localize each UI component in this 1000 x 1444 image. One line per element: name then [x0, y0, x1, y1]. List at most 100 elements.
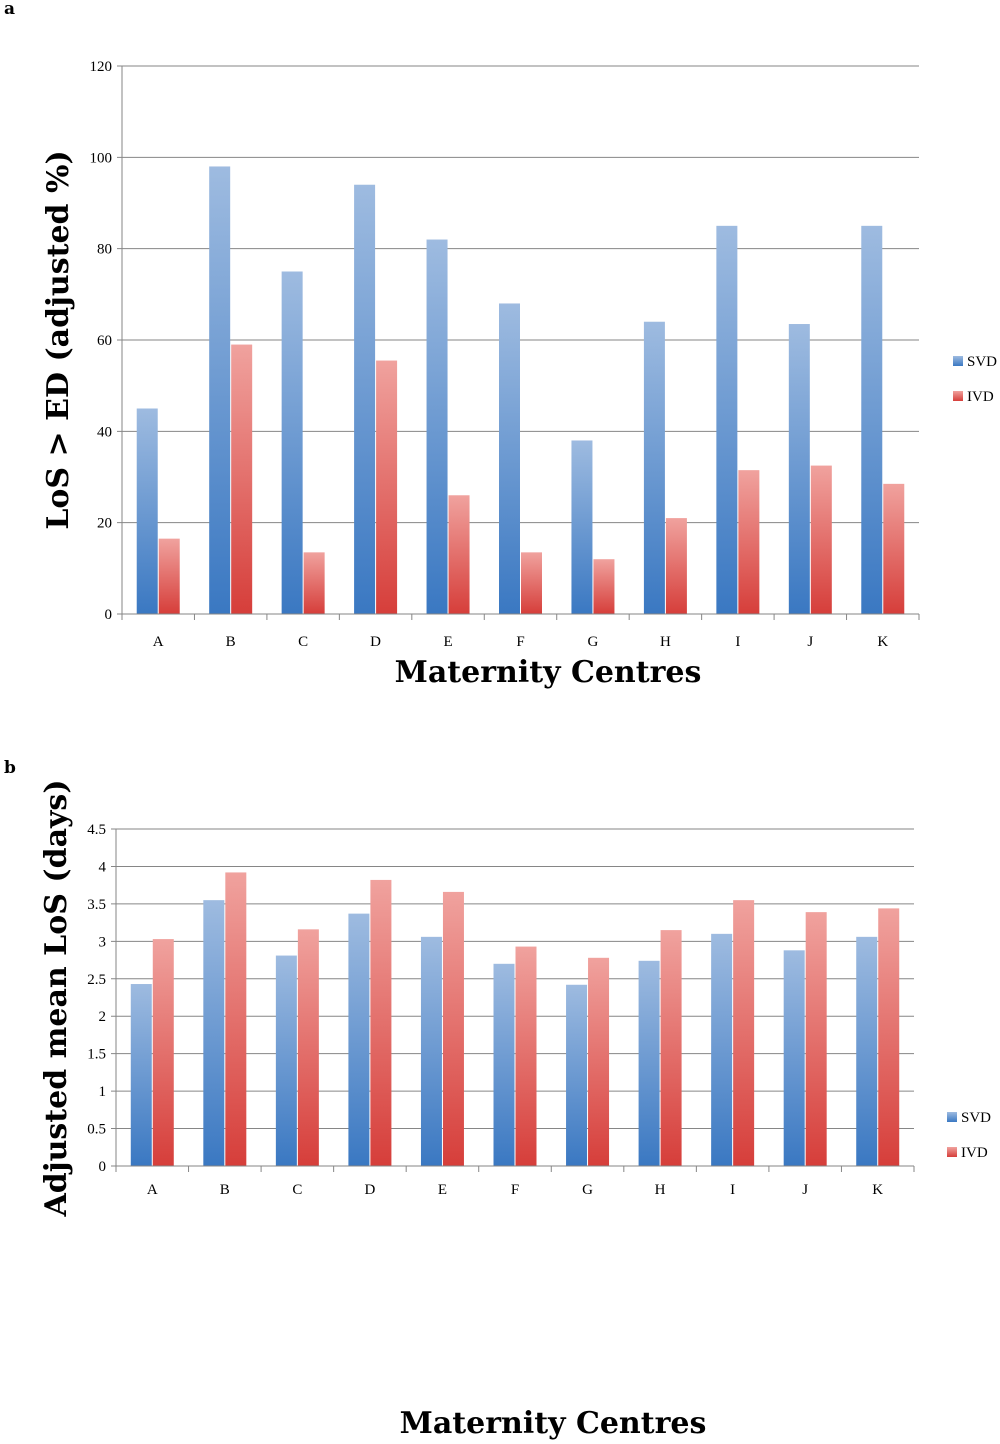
bar-ivd-C — [303, 552, 325, 614]
bar-svd-G — [571, 440, 593, 614]
x-tick-label: I — [730, 1182, 735, 1198]
legend: SVD IVD — [953, 354, 997, 405]
legend-label-svd: SVD — [967, 354, 997, 370]
bar-svd-J — [783, 950, 805, 1166]
y-tick-label: 100 — [90, 150, 113, 166]
bar-ivd-C — [297, 929, 319, 1166]
bar-ivd-A — [152, 939, 174, 1166]
legend: SVD IVD — [947, 1110, 991, 1161]
bar-ivd-B — [225, 872, 247, 1166]
bar-svd-D — [354, 184, 376, 614]
x-tick-label: H — [660, 634, 671, 650]
chart-b: b 0 0.5 1 1.5 2 2.5 3 3.5 4 4.5 A B C D E F G H I J K Maternit… — [4, 758, 991, 1441]
panel-label: a — [4, 0, 15, 19]
x-tick-label: C — [292, 1182, 302, 1198]
y-axis-title: LoS > ED (adjusted %) — [41, 150, 76, 529]
bar-ivd-F — [515, 946, 537, 1166]
y-tick-label: 120 — [90, 59, 113, 75]
x-tick-label: B — [220, 1182, 230, 1198]
bar-svd-E — [426, 239, 448, 615]
bar-ivd-K — [883, 483, 905, 614]
x-tick-label: F — [516, 634, 524, 650]
x-axis-title: Maternity Centres — [400, 1406, 707, 1441]
x-tick-label: K — [872, 1182, 883, 1198]
legend-swatch-ivd — [953, 391, 963, 401]
bar-ivd-K — [878, 908, 900, 1166]
y-tick-label: 40 — [97, 424, 112, 440]
y-tick-label: 80 — [97, 242, 112, 258]
x-tick-label: D — [370, 634, 381, 650]
bar-svd-E — [420, 936, 442, 1166]
bar-svd-K — [861, 225, 883, 615]
legend-label-ivd: IVD — [961, 1145, 988, 1161]
bar-svd-B — [209, 166, 231, 614]
bar-ivd-H — [660, 930, 682, 1166]
bar-svd-C — [275, 955, 297, 1166]
bar-ivd-G — [588, 957, 610, 1166]
y-tick-label: 0 — [105, 607, 113, 623]
bar-ivd-I — [738, 470, 760, 614]
legend-label-ivd: IVD — [967, 389, 994, 405]
bar-ivd-J — [805, 912, 827, 1166]
x-tick-label: B — [226, 634, 236, 650]
y-tick-label: 2.5 — [87, 972, 106, 988]
y-tick-label: 4.5 — [87, 822, 106, 838]
bar-ivd-D — [370, 879, 392, 1166]
bar-ivd-F — [521, 552, 542, 614]
bar-ivd-E — [442, 891, 464, 1166]
x-tick-label: F — [511, 1182, 519, 1198]
x-tick-label: D — [364, 1182, 375, 1198]
y-tick-label: 20 — [97, 516, 112, 532]
bar-svd-K — [856, 936, 878, 1166]
y-tick-label: 4 — [99, 859, 107, 875]
x-tick-label: C — [298, 634, 308, 650]
bar-svd-G — [566, 984, 588, 1166]
bar-ivd-B — [231, 344, 253, 614]
bar-ivd-D — [376, 360, 398, 614]
legend-label-svd: SVD — [961, 1110, 991, 1126]
legend-swatch-ivd — [947, 1147, 957, 1157]
x-tick-label: I — [735, 634, 740, 650]
x-tick-label: K — [877, 634, 888, 650]
y-tick-label: 1.5 — [87, 1047, 106, 1063]
bar-svd-I — [711, 933, 733, 1166]
bar-svd-C — [281, 271, 303, 614]
legend-swatch-svd — [953, 356, 963, 366]
bar-ivd-H — [665, 518, 687, 614]
bar-svd-I — [716, 225, 738, 615]
bar-svd-H — [643, 321, 665, 614]
y-axis-title: Adjusted mean LoS (days) — [39, 779, 74, 1217]
bar-svd-D — [348, 913, 370, 1166]
x-tick-label: E — [443, 634, 452, 650]
x-tick-label: A — [153, 634, 164, 650]
x-tick-label: G — [582, 1182, 593, 1198]
panel-label: b — [4, 758, 16, 778]
bar-svd-B — [203, 900, 225, 1166]
y-tick-label: 0 — [99, 1159, 107, 1175]
bar-ivd-G — [593, 559, 615, 614]
bar-svd-F — [493, 963, 515, 1166]
bar-ivd-I — [733, 900, 755, 1166]
x-tick-label: A — [147, 1182, 158, 1198]
y-tick-label: 60 — [97, 333, 112, 349]
y-tick-label: 2 — [99, 1009, 107, 1025]
x-tick-label: H — [655, 1182, 666, 1198]
x-tick-label: G — [588, 634, 599, 650]
bar-svd-J — [788, 324, 810, 614]
y-tick-label: 0.5 — [87, 1122, 106, 1138]
x-tick-label: J — [807, 634, 813, 650]
bar-ivd-E — [448, 495, 470, 614]
legend-swatch-svd — [947, 1112, 957, 1122]
bar-svd-A — [136, 408, 158, 614]
bar-svd-A — [130, 984, 152, 1166]
bar-svd-F — [499, 303, 520, 614]
y-tick-label: 1 — [99, 1084, 107, 1100]
bar-ivd-A — [158, 538, 180, 614]
bar-ivd-J — [810, 465, 832, 614]
chart-a: a 0 20 40 60 80 100 120 A B C D E F G H I J K Maternity Cen… — [4, 0, 997, 690]
y-tick-label: 3.5 — [87, 897, 106, 913]
x-tick-label: E — [438, 1182, 447, 1198]
y-tick-label: 3 — [99, 934, 107, 950]
x-tick-label: J — [802, 1182, 808, 1198]
